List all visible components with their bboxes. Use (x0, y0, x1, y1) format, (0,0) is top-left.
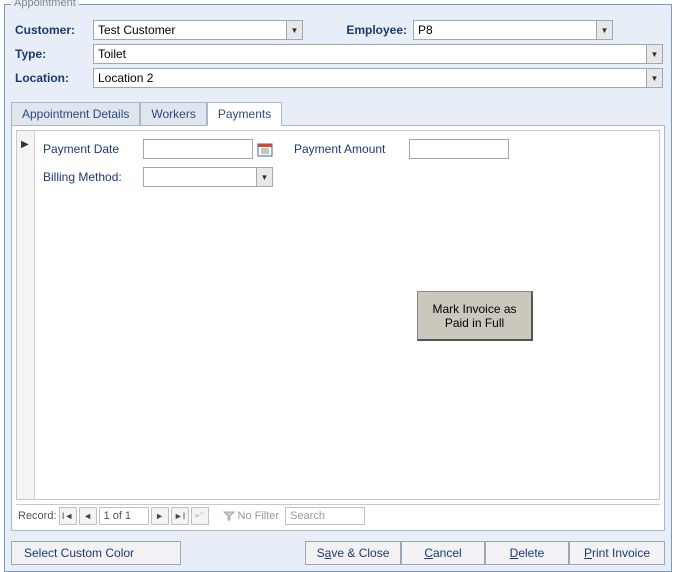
nav-prev-button[interactable]: ◄ (79, 507, 97, 525)
type-label: Type: (13, 47, 93, 61)
mark-paid-line1: Mark Invoice as (432, 302, 516, 316)
filter-icon (223, 510, 235, 522)
type-combo[interactable]: Toilet ▼ (93, 44, 663, 64)
record-selector-arrow-icon: ▶ (21, 139, 29, 150)
customer-combo[interactable]: Test Customer ▼ (93, 20, 303, 40)
payment-date-input[interactable] (143, 139, 253, 159)
tab-workers[interactable]: Workers (140, 102, 206, 126)
record-selector[interactable]: ▶ (17, 131, 35, 499)
chevron-down-icon[interactable]: ▼ (646, 45, 662, 63)
payments-form: Payment Date Payment Amount (35, 131, 659, 499)
select-color-button[interactable]: Select Custom Color (11, 541, 181, 565)
chevron-down-icon[interactable]: ▼ (646, 69, 662, 87)
nav-last-button[interactable]: ►I (171, 507, 189, 525)
save-close-button[interactable]: Save & Close (305, 541, 401, 565)
appointment-panel: Appointment Customer: Test Customer ▼ Em… (4, 4, 672, 572)
payment-date-label: Payment Date (43, 142, 143, 156)
mark-paid-line2: Paid in Full (445, 316, 504, 330)
tab-payments[interactable]: Payments (207, 102, 282, 126)
cancel-button[interactable]: Cancel (401, 541, 485, 565)
nav-search-box[interactable]: Search (285, 507, 365, 525)
delete-button[interactable]: Delete (485, 541, 569, 565)
calendar-icon[interactable] (256, 140, 274, 158)
employee-label: Employee: (333, 23, 413, 37)
chevron-down-icon[interactable]: ▼ (596, 21, 612, 39)
nav-first-button[interactable]: I◄ (59, 507, 77, 525)
type-value[interactable]: Toilet (94, 45, 646, 63)
tab-strip: Appointment Details Workers Payments (5, 97, 671, 125)
panel-title: Appointment (11, 0, 79, 9)
nav-new-button[interactable]: ▸* (191, 507, 209, 525)
tab-frame: ▶ Payment Date (11, 125, 665, 531)
location-combo[interactable]: Location 2 ▼ (93, 68, 663, 88)
mark-paid-button[interactable]: Mark Invoice as Paid in Full (417, 291, 533, 341)
location-value[interactable]: Location 2 (94, 69, 646, 87)
footer-bar: Select Custom Color Save & Close Cancel … (5, 537, 671, 571)
employee-value[interactable]: P8 (414, 21, 596, 39)
customer-label: Customer: (13, 23, 93, 37)
tab-appointment-details[interactable]: Appointment Details (11, 102, 140, 126)
nav-filter-text: No Filter (238, 510, 280, 522)
nav-position[interactable]: 1 of 1 (99, 507, 149, 525)
header-area: Customer: Test Customer ▼ Employee: P8 ▼… (5, 5, 671, 97)
location-label: Location: (13, 71, 93, 85)
record-navigator: Record: I◄ ◄ 1 of 1 ► ►I ▸* No Filter Se… (16, 504, 660, 526)
print-invoice-button[interactable]: Print Invoice (569, 541, 665, 565)
record-label: Record: (18, 510, 57, 522)
payment-amount-input[interactable] (409, 139, 509, 159)
chevron-down-icon[interactable]: ▼ (286, 21, 302, 39)
billing-method-combo[interactable]: ▼ (143, 167, 273, 187)
payment-amount-label: Payment Amount (294, 142, 409, 156)
billing-method-value[interactable] (144, 168, 256, 186)
customer-value[interactable]: Test Customer (94, 21, 286, 39)
payments-content: ▶ Payment Date (16, 130, 660, 500)
nav-next-button[interactable]: ► (151, 507, 169, 525)
employee-combo[interactable]: P8 ▼ (413, 20, 613, 40)
billing-method-label: Billing Method: (43, 170, 143, 184)
chevron-down-icon[interactable]: ▼ (256, 168, 272, 186)
nav-filter[interactable]: No Filter (223, 510, 280, 522)
